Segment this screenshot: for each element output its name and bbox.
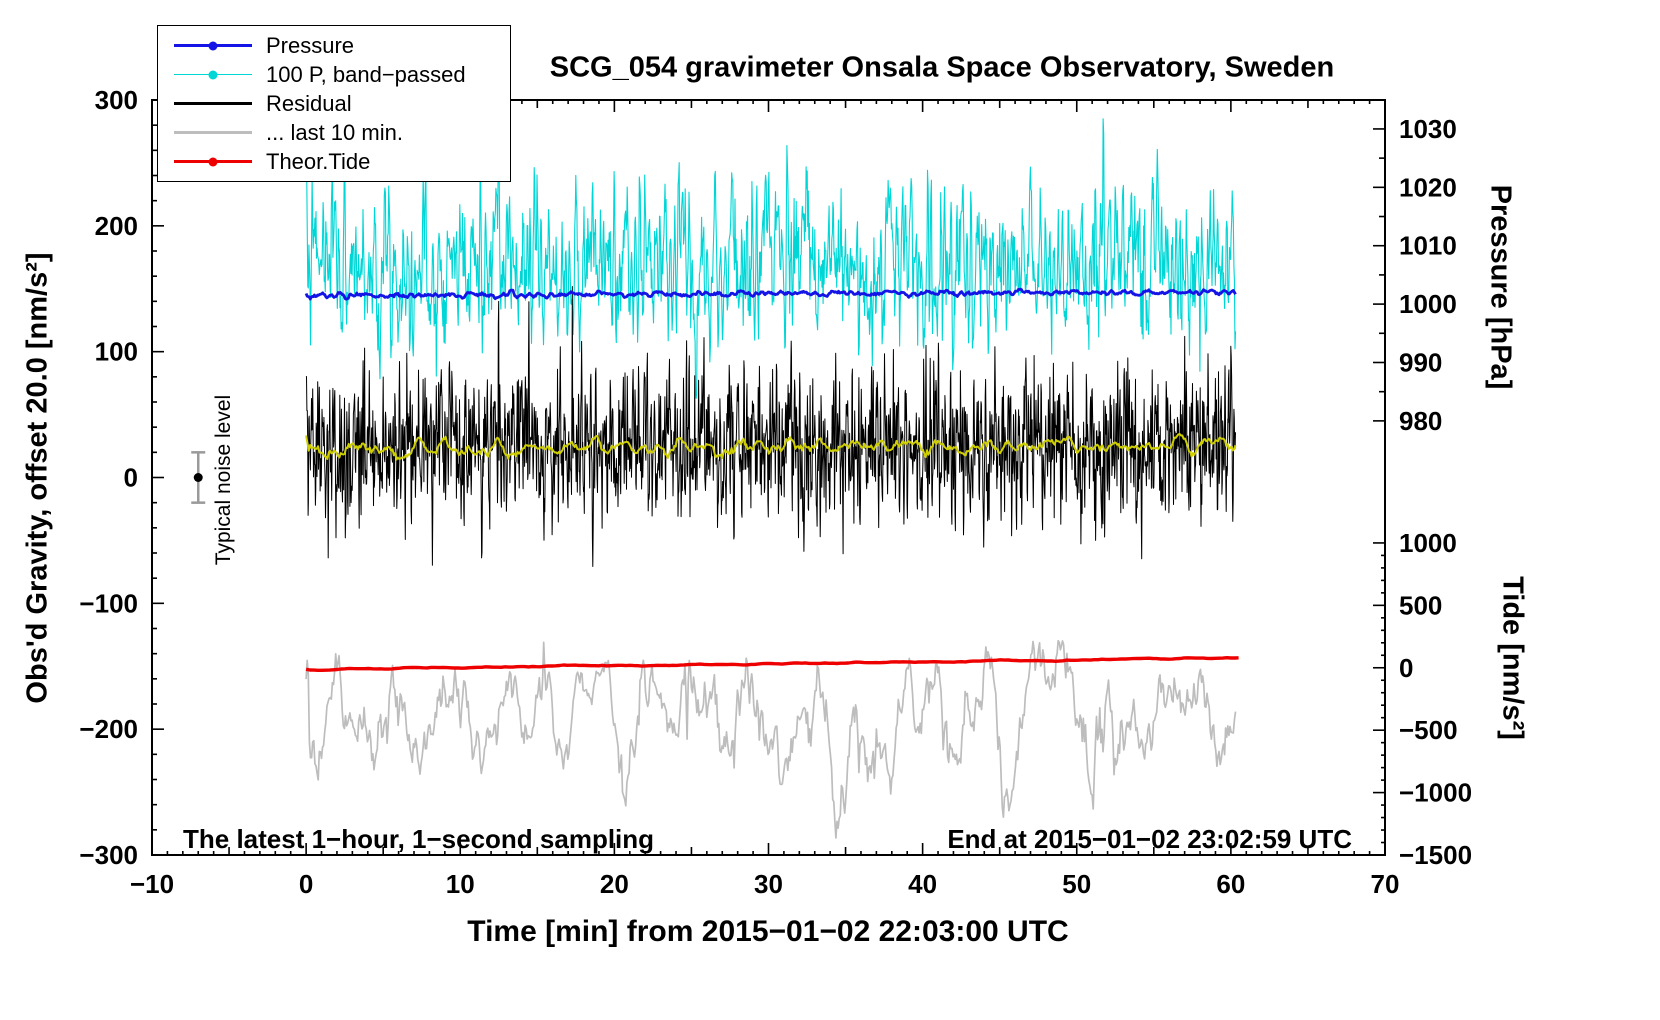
x-tick-label: 20 — [600, 869, 629, 899]
pressure-tick-label: 1030 — [1399, 114, 1457, 144]
legend-line-marker — [174, 102, 252, 105]
series-residual-last-10min — [305, 639, 1237, 839]
series-pressure-bandpassed-100 — [305, 73, 1237, 399]
tide-tick-label: 0 — [1399, 653, 1413, 683]
legend-label: Residual — [266, 90, 352, 116]
tide-tick-label: −500 — [1399, 715, 1458, 745]
legend-line-marker — [174, 70, 252, 79]
legend-item-residual: Residual — [158, 89, 510, 118]
y-axis-label-tide: Tide [nm/s²] — [1496, 576, 1529, 740]
y-tick-label: 100 — [95, 337, 138, 367]
x-tick-label: 30 — [754, 869, 783, 899]
y-tick-label: 300 — [95, 85, 138, 115]
x-axis-label: Time [min] from 2015−01−02 22:03:00 UTC — [467, 915, 1069, 948]
x-tick-label: 60 — [1216, 869, 1245, 899]
series-residual-filtered — [305, 433, 1237, 461]
legend-item-pressure: Pressure — [158, 31, 510, 60]
pressure-tick-label: 1010 — [1399, 231, 1457, 261]
legend-label: Pressure — [266, 32, 355, 58]
y-axis-label-gravity: Obs'd Gravity, offset 20.0 [nm/s²] — [21, 252, 54, 704]
legend-label: ... last 10 min. — [266, 119, 403, 145]
legend-item-100-p-band-passed: 100 P, band−passed — [158, 60, 510, 89]
chart-title: SCG_054 gravimeter Onsala Space Observat… — [549, 51, 1335, 84]
series-residual — [305, 286, 1236, 567]
legend-line-marker — [174, 41, 252, 50]
pressure-tick-label: 1000 — [1399, 289, 1457, 319]
pressure-tick-label: 990 — [1399, 347, 1442, 377]
x-tick-label: 40 — [908, 869, 937, 899]
x-tick-label: 70 — [1371, 869, 1400, 899]
legend-item-last-10-min: ... last 10 min. — [158, 118, 510, 147]
legend-label: 100 P, band−passed — [266, 61, 466, 87]
tide-tick-label: 1000 — [1399, 528, 1457, 558]
legend-dot-marker — [208, 70, 218, 79]
tide-tick-label: −1500 — [1399, 840, 1472, 870]
noise-marker-dot — [193, 473, 203, 482]
x-tick-label: −10 — [130, 869, 174, 899]
y-axis-label-pressure: Pressure [hPa] — [1484, 184, 1517, 390]
series-theor-tide — [305, 656, 1239, 672]
tide-tick-label: 500 — [1399, 590, 1442, 620]
legend-line-marker — [174, 157, 252, 166]
legend-item-theor-tide: Theor.Tide — [158, 147, 510, 176]
tide-tick-label: −1000 — [1399, 778, 1472, 808]
y-tick-label: −300 — [79, 840, 138, 870]
sampling-note: The latest 1−hour, 1−second sampling — [183, 824, 655, 854]
x-tick-label: 10 — [446, 869, 475, 899]
legend-label: Theor.Tide — [266, 148, 371, 174]
series-pressure — [304, 287, 1237, 301]
x-tick-label: 0 — [299, 869, 313, 899]
y-tick-label: 0 — [124, 463, 138, 493]
legend-dot-marker — [208, 157, 218, 166]
pressure-tick-label: 980 — [1399, 406, 1442, 436]
pressure-tick-label: 1020 — [1399, 172, 1457, 202]
end-time-note: End at 2015−01−02 23:02:59 UTC — [947, 824, 1352, 854]
legend-dot-marker — [208, 41, 218, 50]
x-tick-label: 50 — [1062, 869, 1091, 899]
y-tick-label: −100 — [79, 588, 138, 618]
legend: Pressure 100 P, band−passed Residual ... la… — [157, 25, 511, 182]
noise-level-label: Typical noise level — [212, 394, 235, 566]
y-tick-label: −200 — [79, 714, 138, 744]
legend-line-marker — [174, 131, 252, 134]
y-tick-label: 200 — [95, 211, 138, 241]
